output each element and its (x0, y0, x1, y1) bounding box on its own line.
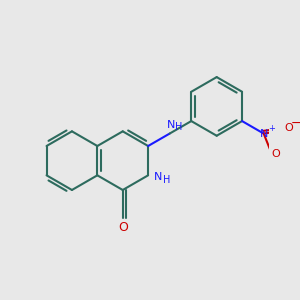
Text: H: H (175, 122, 182, 132)
Text: H: H (163, 175, 170, 185)
Text: N: N (167, 119, 175, 130)
Text: O: O (118, 221, 128, 234)
Text: −: − (291, 117, 300, 130)
Text: N: N (260, 128, 268, 139)
Text: O: O (284, 123, 293, 133)
Text: +: + (268, 124, 274, 133)
Text: O: O (271, 149, 280, 159)
Text: N: N (154, 172, 162, 182)
